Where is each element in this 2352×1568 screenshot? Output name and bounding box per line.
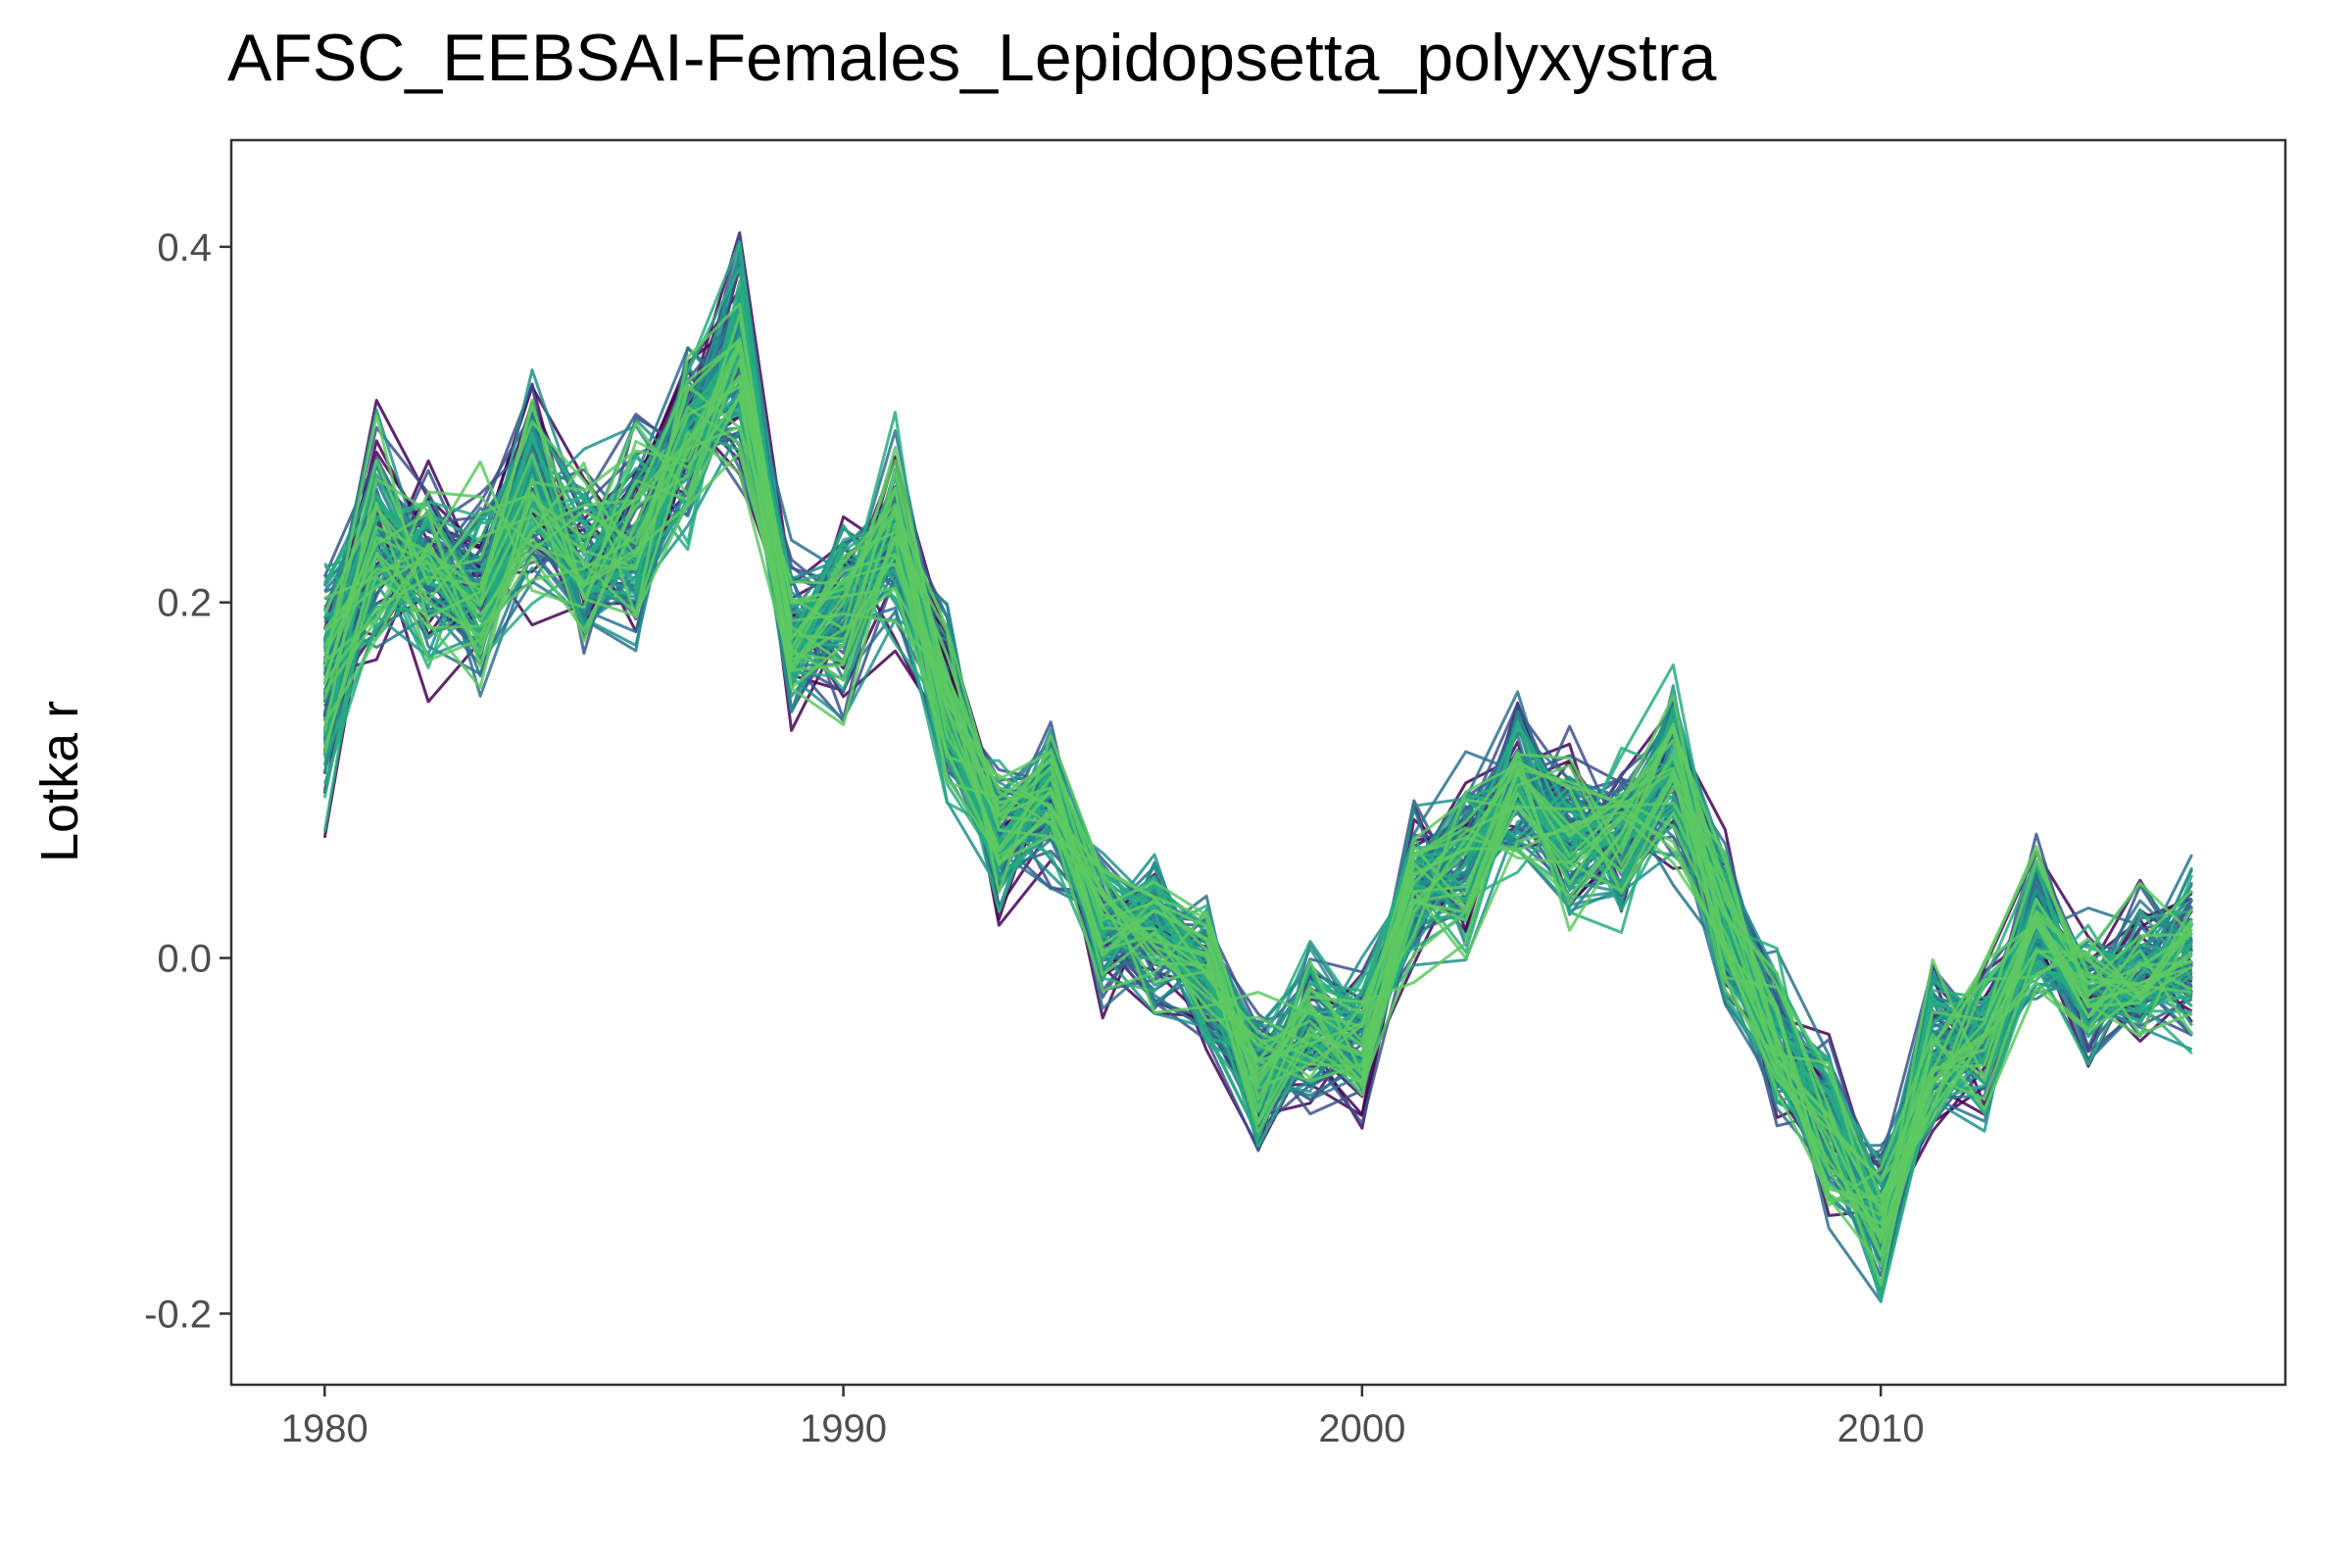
series-layer (322, 231, 2194, 1303)
plot-frame (229, 138, 2287, 1387)
chart-title: AFSC_EEBSAI-Females_Lepidopsetta_polyxys… (227, 21, 1717, 95)
plot-background (231, 140, 2285, 1385)
series-line (323, 279, 2193, 1165)
y-tick-label: 0.2 (157, 582, 212, 625)
series-line (322, 430, 2193, 1217)
series-line (322, 337, 2193, 1288)
axis-layer: 1980 1990 2000 2010 -0.2 0.0 0.2 0.4 (144, 226, 1925, 1450)
series-line (323, 314, 2193, 1267)
x-tick-label: 2000 (1318, 1407, 1405, 1450)
x-tick-label: 2010 (1838, 1407, 1925, 1450)
y-tick-label: 0.4 (157, 226, 212, 270)
x-tick-label: 1980 (281, 1407, 368, 1450)
y-tick-label: 0.0 (157, 938, 212, 981)
x-tick-label: 1990 (800, 1407, 887, 1450)
y-tick-label: -0.2 (144, 1293, 212, 1336)
series-line (322, 302, 2193, 1257)
series-line (323, 395, 2193, 1225)
series-line (322, 378, 2193, 1211)
series-line (323, 338, 2192, 1182)
